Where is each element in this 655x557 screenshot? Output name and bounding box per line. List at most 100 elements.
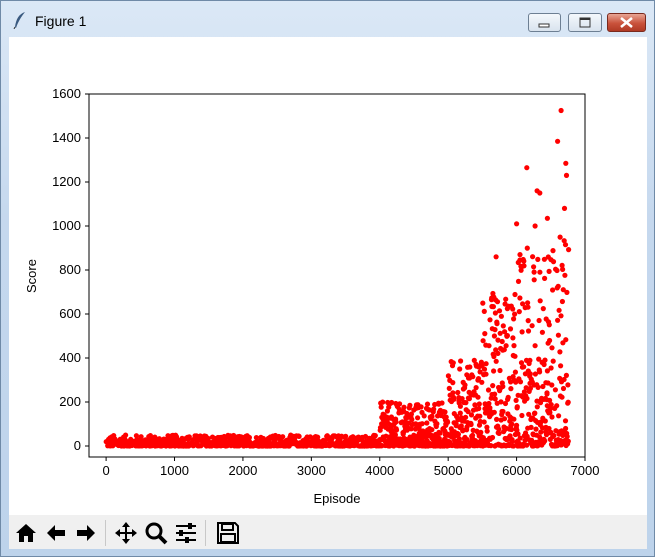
data-point: [565, 438, 571, 444]
data-point: [531, 269, 537, 275]
y-tick-label: 200: [59, 394, 81, 409]
scatter-chart: 0 1000 2000 3000 4000 5000 6000 7000 0 200 400 600…: [24, 86, 599, 506]
data-point: [455, 431, 461, 437]
close-button[interactable]: [607, 13, 646, 32]
data-point: [453, 421, 459, 427]
data-point: [429, 427, 435, 433]
data-point: [459, 396, 465, 402]
data-point: [565, 382, 571, 388]
data-point: [505, 394, 511, 400]
data-point: [529, 323, 535, 329]
x-tick-label: 3000: [297, 463, 326, 478]
figure-canvas[interactable]: 0 1000 2000 3000 4000 5000 6000 7000 0 200 400 600…: [9, 37, 647, 549]
maximize-button[interactable]: [568, 13, 602, 32]
data-point: [460, 427, 466, 433]
data-point: [477, 413, 483, 419]
data-point: [558, 363, 564, 369]
forward-button[interactable]: [72, 519, 99, 546]
home-button[interactable]: [12, 519, 39, 546]
data-point: [450, 390, 456, 396]
data-point: [296, 433, 302, 439]
data-point: [475, 394, 481, 400]
data-point: [500, 408, 506, 415]
data-point: [481, 419, 487, 425]
data-point: [476, 401, 482, 407]
data-point: [564, 289, 570, 295]
x-tick-label: 4000: [365, 463, 394, 478]
data-point: [538, 419, 544, 425]
data-point: [484, 424, 490, 430]
data-point: [470, 374, 476, 380]
data-point: [510, 306, 516, 312]
data-point: [537, 369, 543, 375]
title-bar[interactable]: Figure 1: [1, 1, 654, 37]
data-point: [531, 264, 537, 270]
data-point: [409, 416, 415, 423]
magnifier-icon: [145, 522, 167, 544]
data-point: [549, 382, 555, 388]
data-point: [556, 307, 562, 313]
x-tick-label: 2000: [228, 463, 257, 478]
subplots-button[interactable]: [172, 519, 199, 546]
data-point: [253, 435, 259, 441]
data-point: [537, 298, 543, 304]
x-axis-label: Episode: [314, 491, 361, 506]
data-point: [524, 165, 530, 171]
data-point: [555, 317, 561, 323]
data-point: [471, 357, 477, 363]
data-point: [520, 301, 526, 307]
data-point: [442, 409, 448, 415]
data-point: [434, 421, 440, 427]
data-point: [486, 400, 492, 407]
data-point: [498, 313, 504, 319]
data-point: [554, 267, 560, 274]
data-point: [495, 337, 501, 343]
data-point: [463, 414, 469, 420]
data-point: [246, 434, 252, 441]
minimize-button[interactable]: [528, 13, 561, 32]
data-point: [457, 410, 463, 416]
data-point: [483, 371, 489, 377]
data-point: [475, 376, 482, 382]
back-button[interactable]: [42, 519, 69, 546]
data-point: [456, 436, 462, 442]
data-point: [501, 347, 507, 353]
save-button[interactable]: [214, 519, 241, 546]
data-point: [498, 399, 504, 405]
pan-button[interactable]: [112, 519, 139, 546]
data-point: [467, 364, 473, 370]
data-point: [437, 430, 443, 436]
toolbar-separator: [205, 520, 206, 546]
data-point: [455, 389, 461, 396]
data-point: [497, 367, 503, 374]
data-point: [481, 366, 488, 372]
zoom-button[interactable]: [142, 519, 169, 546]
data-point: [492, 310, 498, 316]
data-point: [557, 349, 563, 355]
data-point: [372, 433, 378, 439]
data-point: [532, 410, 538, 416]
y-axis: 0 200 400 600 800 1000 1200 1400 1600: [52, 86, 89, 453]
data-point: [537, 190, 543, 196]
x-axis: 0 1000 2000 3000 4000 5000 6000 7000: [102, 457, 599, 478]
data-point: [500, 383, 506, 390]
data-point: [503, 296, 509, 302]
data-point: [392, 432, 398, 438]
data-point: [563, 425, 569, 432]
data-point: [493, 358, 499, 364]
data-point: [524, 395, 530, 402]
data-point: [560, 385, 567, 392]
data-point: [527, 385, 534, 391]
data-point: [541, 256, 548, 262]
data-point: [451, 396, 457, 402]
navigation-toolbar: [9, 515, 647, 549]
data-point: [462, 382, 468, 388]
window-title: Figure 1: [35, 13, 87, 29]
data-point: [463, 400, 469, 406]
data-point: [550, 259, 557, 265]
data-point: [205, 435, 211, 442]
data-point: [527, 371, 533, 377]
data-point: [563, 160, 569, 166]
data-point: [517, 295, 523, 301]
